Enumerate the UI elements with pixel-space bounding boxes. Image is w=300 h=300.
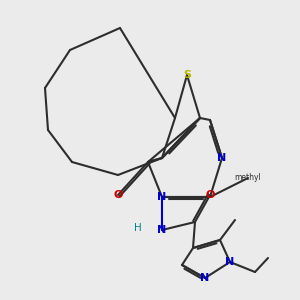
Text: H: H bbox=[134, 223, 142, 233]
Text: N: N bbox=[218, 153, 226, 163]
Text: N: N bbox=[158, 192, 166, 202]
Text: N: N bbox=[200, 273, 210, 283]
Text: S: S bbox=[183, 70, 191, 80]
Text: methyl: methyl bbox=[235, 173, 261, 182]
Text: N: N bbox=[225, 257, 235, 267]
Text: O: O bbox=[205, 190, 215, 200]
Text: N: N bbox=[158, 225, 166, 235]
Text: O: O bbox=[113, 190, 123, 200]
